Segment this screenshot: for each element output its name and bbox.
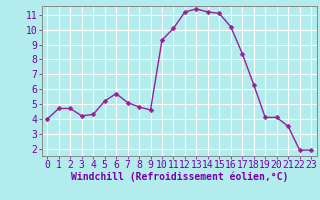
X-axis label: Windchill (Refroidissement éolien,°C): Windchill (Refroidissement éolien,°C) xyxy=(70,172,288,182)
